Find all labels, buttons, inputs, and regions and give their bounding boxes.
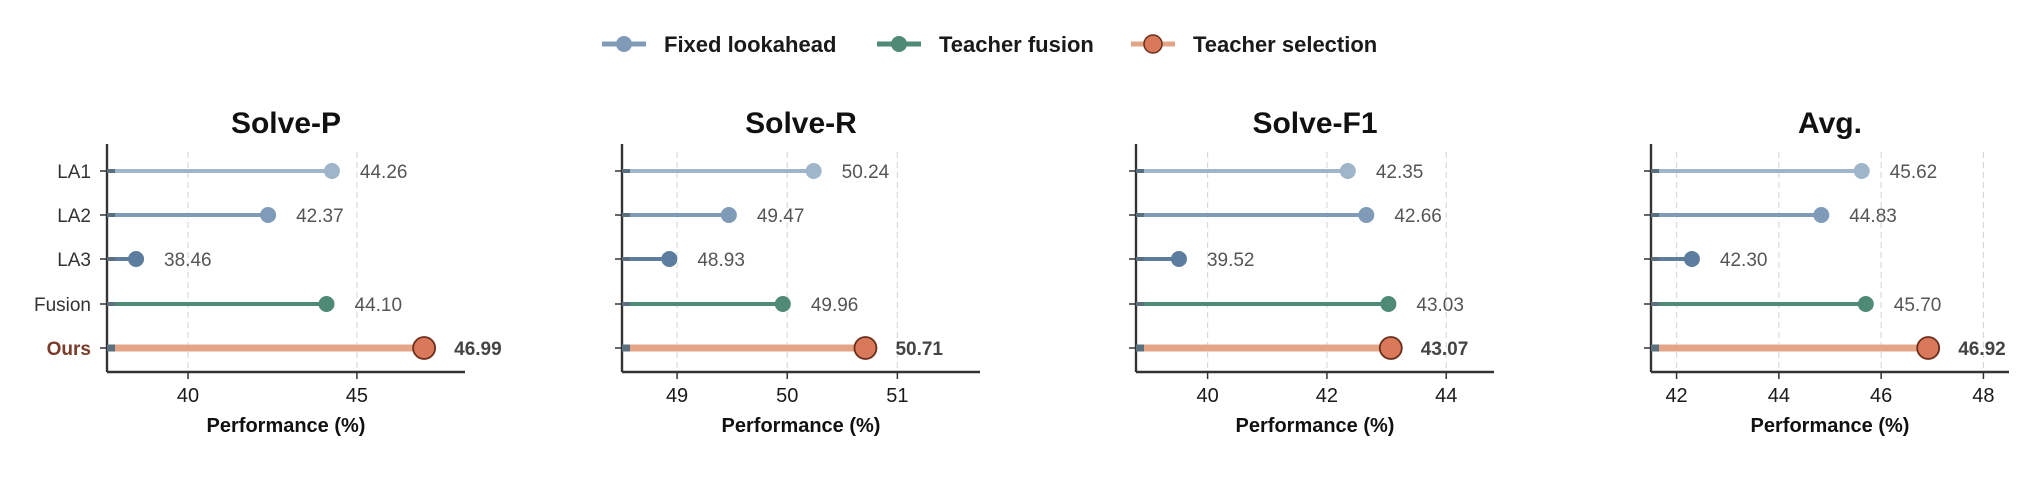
x-tick-label: 42: [1665, 385, 1687, 407]
x-tick-label: 40: [177, 385, 199, 407]
lollipop-marker: [1358, 207, 1375, 223]
value-label: 44.26: [360, 162, 408, 183]
value-label: 44.83: [1849, 206, 1897, 227]
panel-title: Solve-R: [745, 107, 857, 140]
panel-2: Solve-F1 40 42 44 Performance (%) 42.35 42.66 3…: [1129, 107, 1494, 437]
value-label: 46.99: [454, 339, 502, 360]
panel-title: Solve-F1: [1252, 107, 1377, 140]
value-label: 42.37: [296, 206, 344, 227]
legend-label-1: Teacher fusion: [939, 32, 1094, 57]
value-label: 50.71: [895, 339, 943, 360]
legend: Fixed lookahead Teacher fusion Teacher sel…: [602, 32, 1377, 57]
lollipop-marker: [1857, 296, 1874, 312]
lollipop-marker: [1916, 336, 1941, 360]
legend-marker-1: [891, 36, 907, 52]
lollipop-marker: [1380, 296, 1397, 312]
value-label: 45.70: [1894, 295, 1942, 316]
x-tick-label: 42: [1316, 385, 1338, 407]
panel-0: Solve-P 40 45 Performance (%) LA1 44.26 LA2 42.…: [34, 107, 502, 437]
lollipop-marker: [774, 296, 791, 312]
category-label: Fusion: [34, 295, 91, 316]
x-axis-label: Performance (%): [207, 415, 366, 437]
value-label: 39.52: [1207, 250, 1255, 271]
x-tick-label: 48: [1972, 385, 1994, 407]
lollipop-marker: [318, 296, 335, 312]
value-label: 48.93: [697, 250, 745, 271]
x-tick-label: 51: [886, 385, 908, 407]
category-label: LA2: [57, 206, 91, 227]
x-axis-label: Performance (%): [1751, 415, 1910, 437]
lollipop-marker: [323, 163, 340, 179]
lollipop-marker: [260, 207, 277, 223]
x-tick-label: 45: [346, 385, 368, 407]
x-tick-label: 46: [1870, 385, 1892, 407]
category-label: LA3: [57, 250, 91, 271]
value-label: 50.24: [842, 162, 890, 183]
value-label: 44.10: [355, 295, 403, 316]
value-label: 38.46: [164, 250, 212, 271]
value-label: 42.35: [1376, 162, 1424, 183]
x-tick-label: 40: [1196, 385, 1218, 407]
legend-marker-2: [1143, 34, 1163, 54]
legend-marker-0: [616, 36, 632, 52]
value-label: 45.62: [1890, 162, 1938, 183]
lollipop-marker: [412, 336, 437, 360]
lollipop-marker: [1683, 251, 1700, 267]
x-tick-label: 44: [1435, 385, 1457, 407]
lollipop-marker: [853, 336, 878, 360]
lollipop-marker: [1170, 251, 1187, 267]
x-tick-label: 44: [1768, 385, 1790, 407]
lollipop-marker: [1339, 163, 1356, 179]
legend-label-0: Fixed lookahead: [664, 32, 836, 57]
lollipop-marker: [805, 163, 822, 179]
lollipop-marker: [1378, 336, 1403, 360]
x-axis-label: Performance (%): [722, 415, 881, 437]
value-label: 43.07: [1421, 339, 1469, 360]
lollipop-marker: [661, 251, 678, 267]
x-tick-label: 49: [666, 385, 688, 407]
x-axis-label: Performance (%): [1236, 415, 1395, 437]
x-tick-label: 50: [776, 385, 798, 407]
lollipop-marker: [720, 207, 737, 223]
value-label: 49.47: [757, 206, 805, 227]
category-label: LA1: [57, 162, 91, 183]
panel-title: Avg.: [1798, 107, 1862, 140]
lollipop-marker: [128, 251, 145, 267]
value-label: 42.66: [1394, 206, 1442, 227]
chart-panels: Solve-P 40 45 Performance (%) LA1 44.26 LA2 42.…: [34, 107, 2009, 437]
value-label: 43.03: [1416, 295, 1464, 316]
panel-3: Avg. 42 44 46 48 Performance (%) 45.62 44.83 42.…: [1644, 107, 2009, 437]
legend-label-2: Teacher selection: [1193, 32, 1377, 57]
lollipop-marker: [1813, 207, 1830, 223]
value-label: 46.92: [1958, 339, 2006, 360]
panel-title: Solve-P: [231, 107, 341, 140]
value-label: 42.30: [1720, 250, 1768, 271]
category-label: Ours: [47, 339, 91, 360]
lollipop-marker: [1853, 163, 1870, 179]
value-label: 49.96: [811, 295, 859, 316]
